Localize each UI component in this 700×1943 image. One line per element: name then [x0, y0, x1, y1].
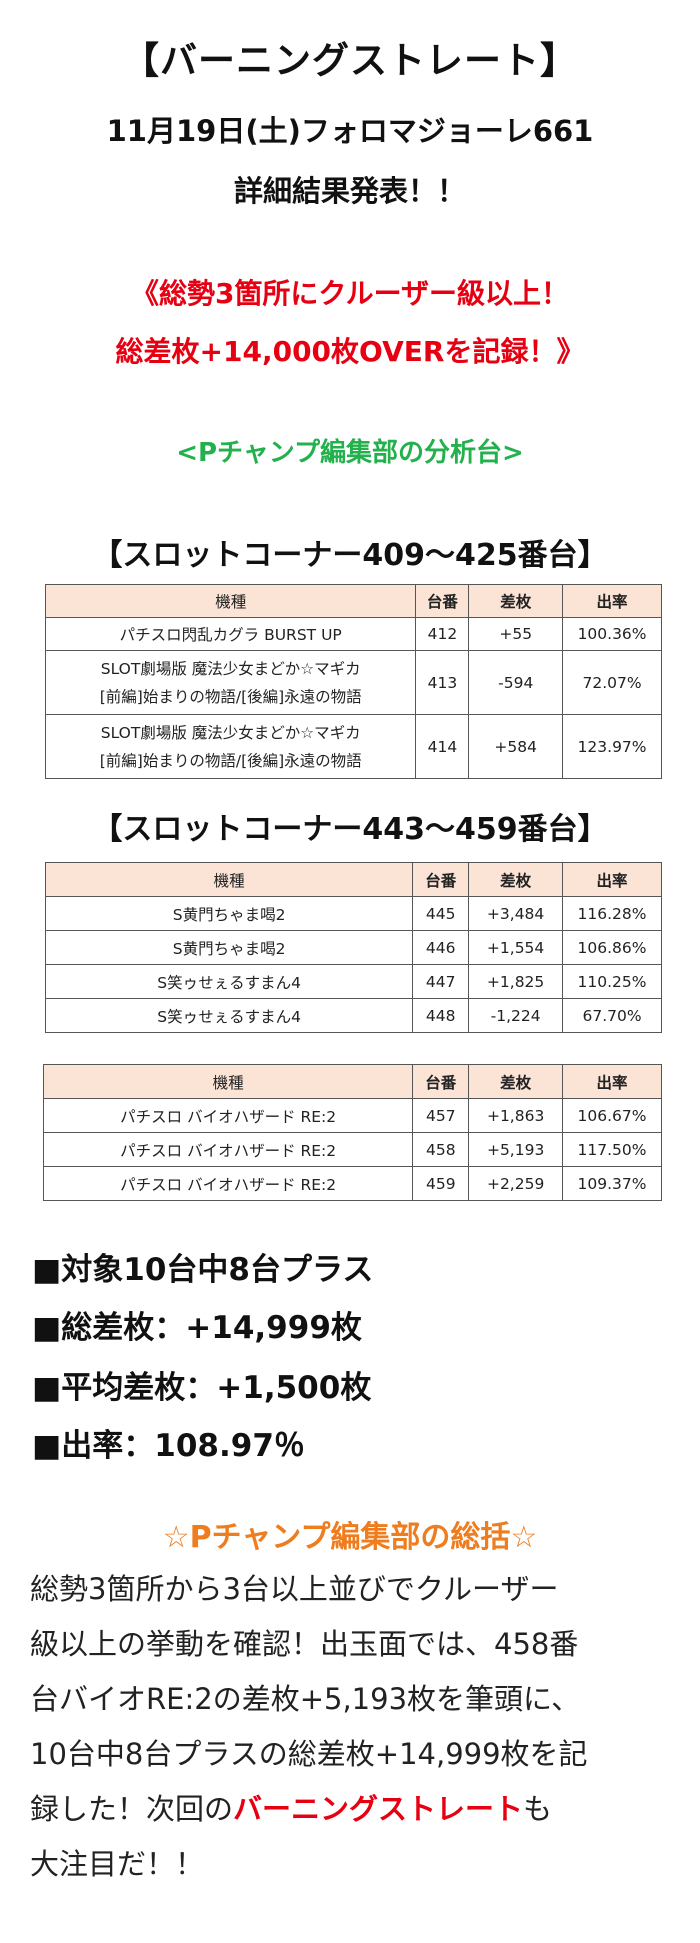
conclusion-line-4: 10台中8台プラスの総差枚+14,999枚を記: [30, 1737, 588, 1771]
machine-number: 413: [415, 650, 470, 715]
machine-name-line-2: [前編]始まりの物語/[後編]永遠の物語: [99, 751, 362, 770]
column-header-machine: 機種: [42, 1064, 414, 1099]
machine-name: S笑ゥせぇるすまん4: [44, 964, 414, 999]
table-row: SLOT劇場版 魔法少女まどか☆マギカ [前編]始まりの物語/[後編]永遠の物語…: [44, 714, 662, 779]
column-header-number: 台番: [415, 584, 470, 618]
diff-value: +55: [468, 617, 564, 651]
machine-name: パチスロ バイオハザード RE:2: [42, 1132, 414, 1167]
payout-rate: 67.70%: [562, 998, 662, 1033]
summary-total-diff: ■総差枚：+14,999枚: [32, 1310, 362, 1346]
conclusion-line-3: 台バイオRE:2の差枚+5,193枚を筆頭に、: [30, 1682, 581, 1716]
column-header-rate: 出率: [562, 1064, 662, 1099]
diff-value: -1,224: [468, 998, 564, 1033]
column-header-rate: 出率: [562, 862, 662, 897]
table-row: S黄門ちゃま喝2 446 +1,554 106.86%: [44, 930, 662, 965]
diff-value: +584: [468, 714, 564, 779]
section-title-409-425: 【スロットコーナー409～425番台】: [92, 538, 608, 573]
machine-name: パチスロ バイオハザード RE:2: [42, 1098, 414, 1133]
payout-rate: 106.67%: [562, 1098, 662, 1133]
summary-plus-count: ■対象10台中8台プラス: [32, 1252, 374, 1288]
payout-rate: 100.36%: [562, 617, 662, 651]
headline-line-2: 総差枚+14,000枚OVERを記録！》: [115, 335, 585, 368]
machine-name: SLOT劇場版 魔法少女まどか☆マギカ [前編]始まりの物語/[後編]永遠の物語: [44, 714, 417, 779]
machine-name: パチスロ バイオハザード RE:2: [42, 1166, 414, 1201]
column-header-diff: 差枚: [468, 1064, 564, 1099]
conclusion-line-5-post: も: [523, 1792, 553, 1826]
table-row: SLOT劇場版 魔法少女まどか☆マギカ [前編]始まりの物語/[後編]永遠の物語…: [44, 650, 662, 715]
machine-number: 457: [412, 1098, 470, 1133]
column-header-number: 台番: [412, 862, 470, 897]
diff-value: +1,825: [468, 964, 564, 999]
diff-value: -594: [468, 650, 564, 715]
machine-number: 445: [412, 896, 470, 931]
payout-rate: 109.37%: [562, 1166, 662, 1201]
machine-name: S黄門ちゃま喝2: [44, 896, 414, 931]
table-row: パチスロ バイオハザード RE:2 459 +2,259 109.37%: [42, 1166, 662, 1201]
conclusion-line-1: 総勢3箇所から3台以上並びでクルーザー: [30, 1572, 559, 1606]
diff-value: +1,554: [468, 930, 564, 965]
column-header-number: 台番: [412, 1064, 470, 1099]
column-header-machine: 機種: [44, 862, 414, 897]
results-table-409-425: 機種 台番 差枚 出率 パチスロ閃乱カグラ BURST UP 412 +55 1…: [44, 584, 662, 779]
machine-name: S笑ゥせぇるすまん4: [44, 998, 414, 1033]
event-name-highlight: バーニングストレート: [233, 1792, 524, 1826]
payout-rate: 72.07%: [562, 650, 662, 715]
conclusion-line-2: 級以上の挙動を確認！出玉面では、458番: [30, 1627, 579, 1661]
table-row: パチスロ バイオハザード RE:2 457 +1,863 106.67%: [42, 1098, 662, 1133]
machine-number: 459: [412, 1166, 470, 1201]
table-row: S笑ゥせぇるすまん4 447 +1,825 110.25%: [44, 964, 662, 999]
results-table-457-459: 機種 台番 差枚 出率 パチスロ バイオハザード RE:2 457 +1,863…: [42, 1064, 662, 1201]
summary-average-diff: ■平均差枚：+1,500枚: [32, 1370, 372, 1406]
table-row: パチスロ閃乱カグラ BURST UP 412 +55 100.36%: [44, 617, 662, 651]
machine-number: 446: [412, 930, 470, 965]
column-header-diff: 差枚: [468, 862, 564, 897]
machine-name-line-1: SLOT劇場版 魔法少女まどか☆マギカ: [100, 723, 361, 742]
conclusion-line-5: 録した！次回のバーニングストレートも: [30, 1782, 680, 1837]
table-header-row: 機種 台番 差枚 出率: [44, 584, 662, 618]
payout-rate: 116.28%: [562, 896, 662, 931]
payout-rate: 110.25%: [562, 964, 662, 999]
diff-value: +1,863: [468, 1098, 564, 1133]
diff-value: +5,193: [468, 1132, 564, 1167]
machine-number: 458: [412, 1132, 470, 1167]
column-header-diff: 差枚: [468, 584, 564, 618]
machine-name-line-1: SLOT劇場版 魔法少女まどか☆マギカ: [100, 659, 361, 678]
results-announcement: 詳細結果発表！！: [233, 174, 466, 208]
table-row: S笑ゥせぇるすまん4 448 -1,224 67.70%: [44, 998, 662, 1033]
machine-name-line-2: [前編]始まりの物語/[後編]永遠の物語: [99, 687, 362, 706]
summary-payout-rate: ■出率：108.97％: [32, 1428, 305, 1464]
machine-number: 414: [415, 714, 470, 779]
table-row: S黄門ちゃま喝2 445 +3,484 116.28%: [44, 896, 662, 931]
table-row: パチスロ バイオハザード RE:2 458 +5,193 117.50%: [42, 1132, 662, 1167]
machine-number: 448: [412, 998, 470, 1033]
machine-number: 447: [412, 964, 470, 999]
table-header-row: 機種 台番 差枚 出率: [44, 862, 662, 897]
conclusion-body: 総勢3箇所から3台以上並びでクルーザー 級以上の挙動を確認！出玉面では、458番…: [30, 1562, 680, 1892]
payout-rate: 106.86%: [562, 930, 662, 965]
column-header-machine: 機種: [44, 584, 417, 618]
column-header-rate: 出率: [562, 584, 662, 618]
machine-name: S黄門ちゃま喝2: [44, 930, 414, 965]
payout-rate: 117.50%: [562, 1132, 662, 1167]
table-header-row: 機種 台番 差枚 出率: [42, 1064, 662, 1099]
analysis-heading: <Pチャンプ編集部の分析台>: [176, 438, 524, 468]
machine-name: SLOT劇場版 魔法少女まどか☆マギカ [前編]始まりの物語/[後編]永遠の物語: [44, 650, 417, 715]
payout-rate: 123.97%: [562, 714, 662, 779]
section-title-443-459: 【スロットコーナー443～459番台】: [92, 812, 608, 847]
headline-line-1: 《総勢3箇所にクルーザー級以上！: [130, 277, 570, 310]
machine-number: 412: [415, 617, 470, 651]
diff-value: +2,259: [468, 1166, 564, 1201]
diff-value: +3,484: [468, 896, 564, 931]
conclusion-line-5-pre: 録した！次回の: [30, 1792, 234, 1826]
conclusion-heading: ☆Pチャンプ編集部の総括☆: [162, 1520, 538, 1555]
event-subtitle: 11月19日(土)フォロマジョーレ661: [106, 114, 594, 148]
conclusion-line-6: 大注目だ！！: [30, 1847, 205, 1881]
results-table-443-448: 機種 台番 差枚 出率 S黄門ちゃま喝2 445 +3,484 116.28% …: [44, 862, 662, 1033]
page-title: 【バーニングストレート】: [122, 39, 578, 82]
machine-name: パチスロ閃乱カグラ BURST UP: [44, 617, 417, 651]
